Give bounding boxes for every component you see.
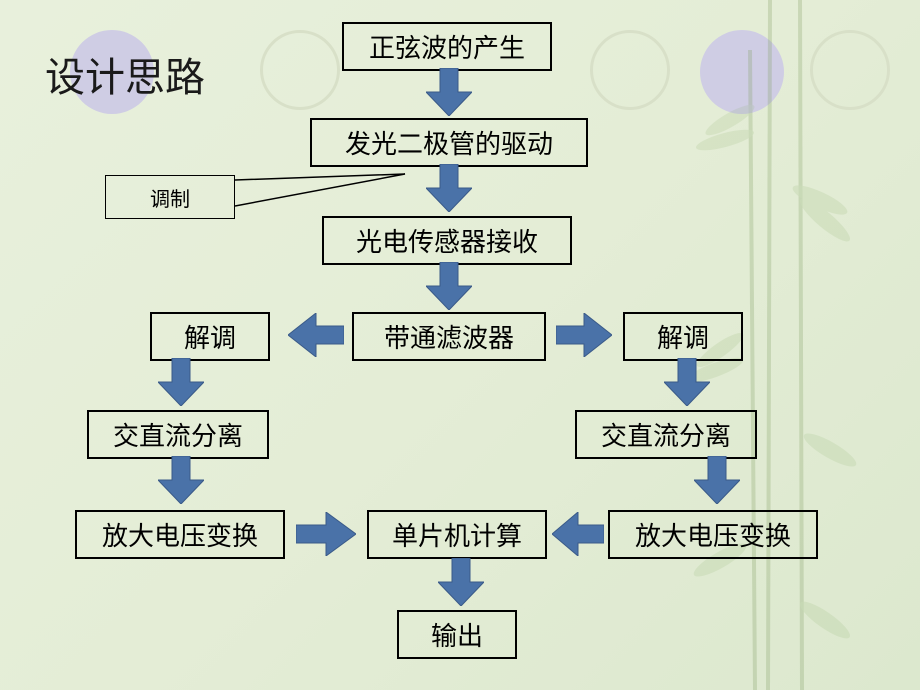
arrow-down-3 — [426, 262, 472, 310]
arrow-down-2 — [426, 164, 472, 212]
node-bandpass: 带通滤波器 — [352, 312, 546, 361]
node-acdc-left: 交直流分离 — [87, 410, 269, 459]
node-demod-left: 解调 — [150, 312, 270, 361]
node-photo-sensor: 光电传感器接收 — [322, 216, 572, 265]
arrow-down-l1 — [158, 358, 204, 406]
node-acdc-right: 交直流分离 — [575, 410, 757, 459]
page-title: 设计思路 — [45, 45, 205, 103]
arrow-down-final — [438, 558, 484, 606]
arrow-right-bottom-l — [296, 512, 356, 556]
arrow-left-bottom-r — [552, 512, 604, 556]
arrow-right-1 — [556, 313, 612, 357]
node-amp-left: 放大电压变换 — [75, 510, 285, 559]
node-amp-right: 放大电压变换 — [608, 510, 818, 559]
arrow-down-1 — [426, 68, 472, 116]
node-demod-right: 解调 — [623, 312, 743, 361]
node-led-drive: 发光二极管的驱动 — [310, 118, 588, 167]
node-mcu: 单片机计算 — [367, 510, 547, 559]
arrow-down-r2 — [694, 456, 740, 504]
node-sine-wave: 正弦波的产生 — [342, 22, 552, 71]
node-output: 输出 — [397, 610, 517, 659]
callout-modulation: 调制 — [105, 175, 235, 219]
arrow-left-1 — [288, 313, 344, 357]
arrow-down-l2 — [158, 456, 204, 504]
arrow-down-r1 — [664, 358, 710, 406]
